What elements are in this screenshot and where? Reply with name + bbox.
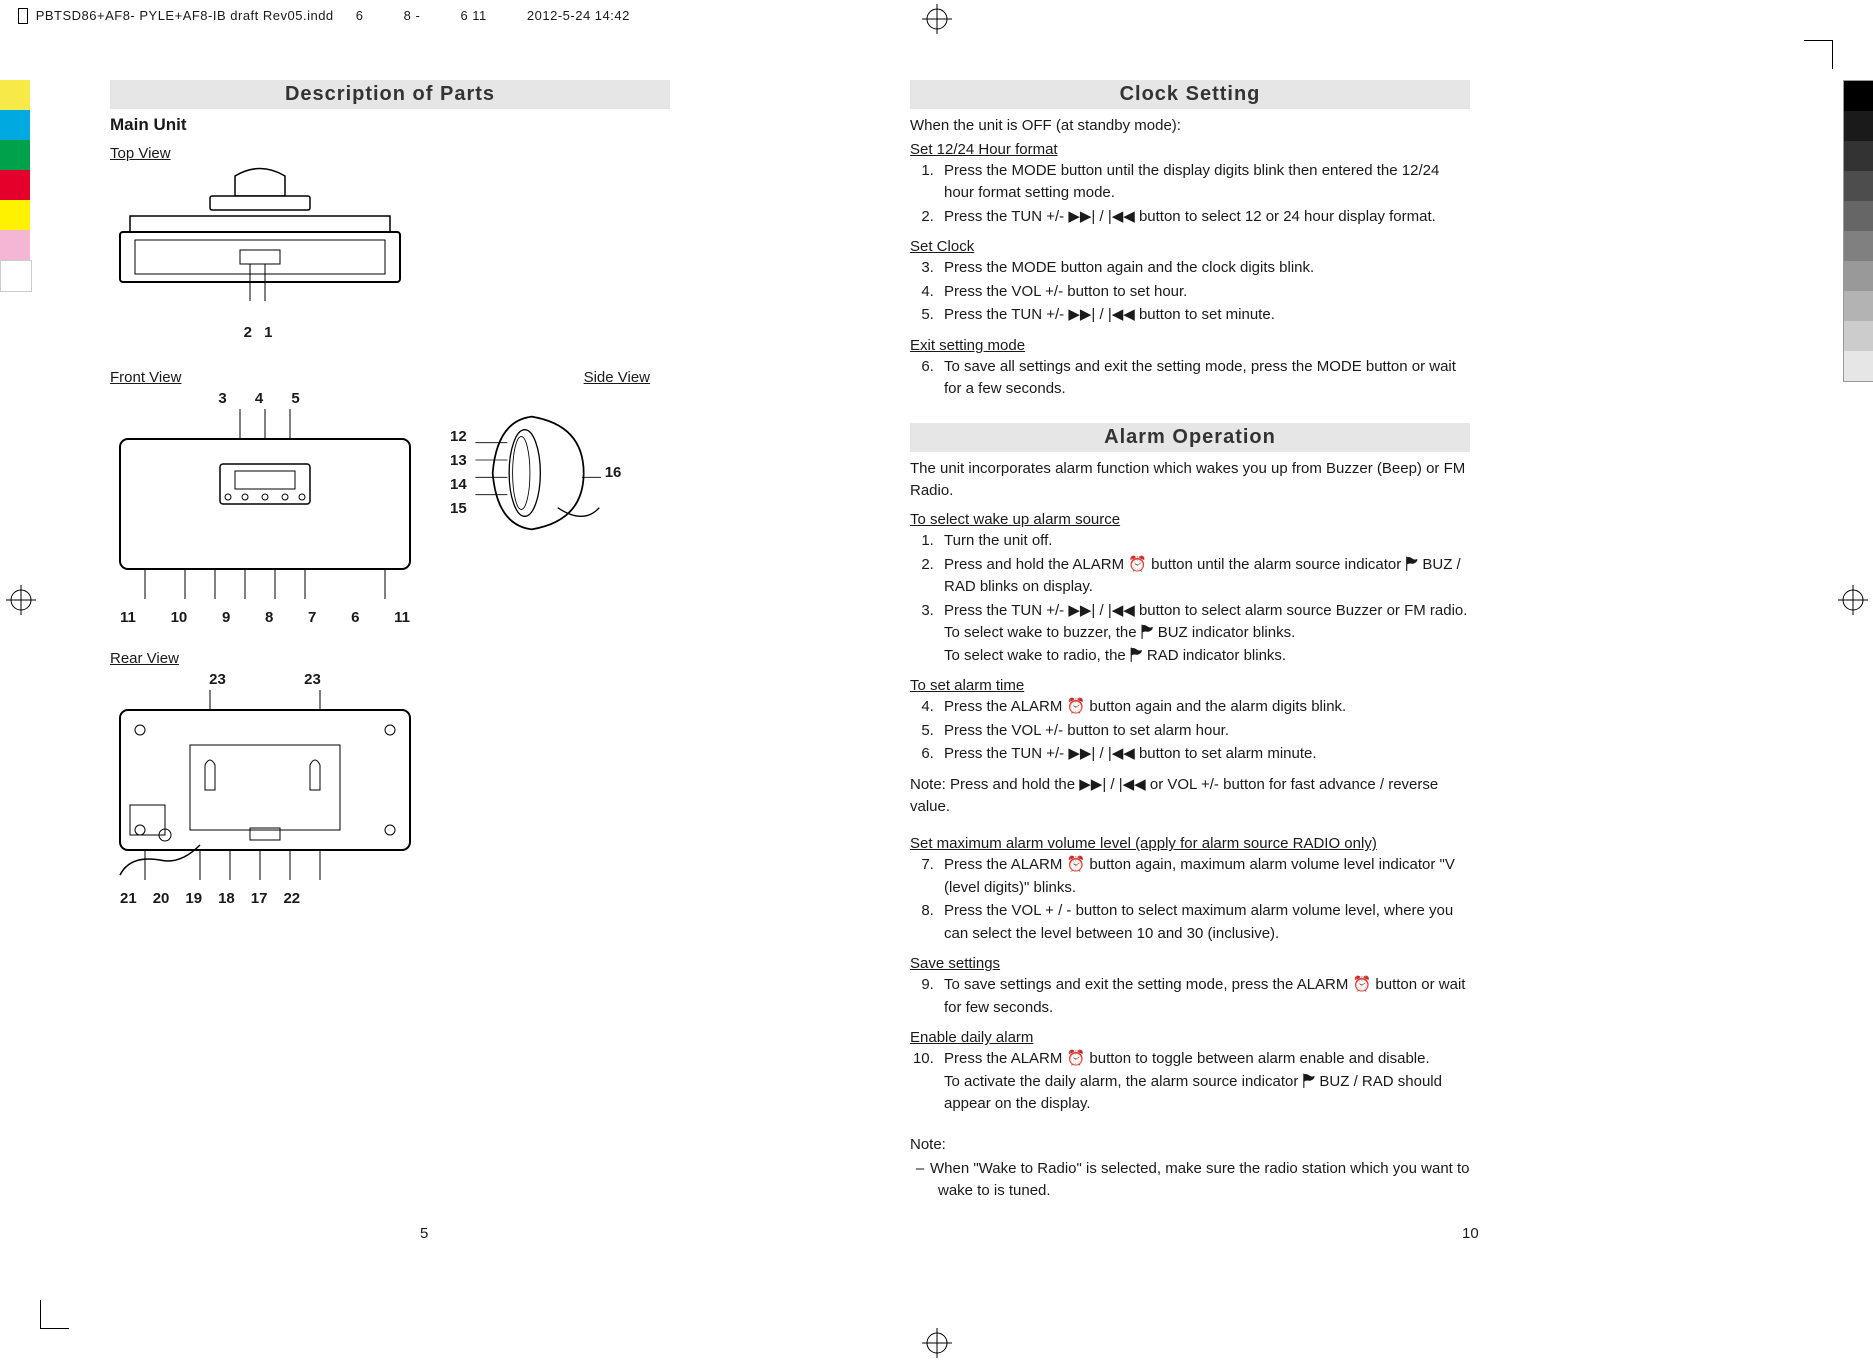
subhead: Set Clock [910, 238, 1470, 255]
section-header: Alarm Operation [910, 423, 1470, 452]
front-top-callouts: 3 4 5 [110, 390, 420, 407]
color-bar [0, 80, 30, 292]
step-item: Press the TUN +/- ▶▶| / |◀◀ button to se… [938, 600, 1470, 668]
top-view-diagram: 2 1 [110, 166, 410, 341]
slug-filename: PBTSD86+AF8- PYLE+AF8-IB draft Rev05.ind… [36, 8, 334, 23]
step-item: Press the VOL + / - button to select max… [938, 900, 1470, 945]
top-callouts: 2 1 [110, 324, 410, 341]
left-page: Description of Parts Main Unit Top View … [110, 80, 670, 907]
step-list: Press the ALARM ⏰ button again and the a… [910, 696, 1470, 766]
rear-view-label: Rear View [110, 650, 670, 667]
top-view-label: Top View [110, 145, 670, 162]
note-body: –When "Wake to Radio" is selected, make … [910, 1158, 1470, 1203]
step-list: To save settings and exit the setting mo… [910, 974, 1470, 1019]
step-item: Press the VOL +/- button to set alarm ho… [938, 720, 1470, 743]
subhead: To set alarm time [910, 677, 1470, 694]
step-item: Press the TUN +/- ▶▶| / |◀◀ button to se… [938, 743, 1470, 766]
step-item: Press the MODE button again and the cloc… [938, 257, 1470, 280]
slug-range: 8 - [404, 8, 421, 23]
reg-mark-left [6, 585, 36, 615]
gray-bar [1843, 80, 1873, 382]
right-page: Clock Setting When the unit is OFF (at s… [910, 80, 1470, 1203]
side-callouts-left: 12131415 [450, 425, 467, 521]
subhead: Set maximum alarm volume level (apply fo… [910, 835, 1470, 852]
clock-intro: When the unit is OFF (at standby mode): [910, 115, 1470, 137]
indesign-slug: PBTSD86+AF8- PYLE+AF8-IB draft Rev05.ind… [18, 8, 648, 23]
step-list: Press the MODE button until the display … [910, 160, 1470, 229]
section-header: Description of Parts [110, 80, 670, 109]
subhead: Enable daily alarm [910, 1029, 1470, 1046]
slug-sig: 6 11 [460, 8, 486, 23]
note-label: Note: [910, 1134, 1470, 1156]
section-header: Clock Setting [910, 80, 1470, 109]
reg-mark-bottom [922, 1328, 952, 1358]
step-item: Press the ALARM ⏰ button again and the a… [938, 696, 1470, 719]
crop-corner [1804, 40, 1833, 69]
rear-top-callouts: 2323 [110, 671, 420, 688]
page-number-left: 5 [420, 1225, 428, 1242]
step-item: To save all settings and exit the settin… [938, 356, 1470, 401]
step-item: Press the ALARM ⏰ button again, maximum … [938, 854, 1470, 899]
step-item: Turn the unit off. [938, 530, 1470, 553]
step-item: Press and hold the ALARM ⏰ button until … [938, 554, 1470, 599]
front-bottom-callouts: 1110987611 [110, 609, 420, 626]
step-item: Press the TUN +/- ▶▶| / |◀◀ button to se… [938, 304, 1470, 327]
step-item: Press the ALARM ⏰ button to toggle betwe… [938, 1048, 1470, 1116]
note-text: Note: Press and hold the ▶▶| / |◀◀ or VO… [910, 774, 1470, 818]
page-number-right: 10 [1462, 1225, 1479, 1242]
subhead: Exit setting mode [910, 337, 1470, 354]
step-list: Turn the unit off.Press and hold the ALA… [910, 530, 1470, 667]
alarm-intro: The unit incorporates alarm function whi… [910, 458, 1470, 502]
front-view-label: Front View [110, 369, 181, 386]
side-view-label: Side View [584, 369, 650, 386]
subhead: Save settings [910, 955, 1470, 972]
slug-spread: 6 [356, 8, 364, 23]
crop-corner [40, 1300, 69, 1329]
step-item: Press the TUN +/- ▶▶| / |◀◀ button to se… [938, 206, 1470, 229]
step-list: To save all settings and exit the settin… [910, 356, 1470, 401]
side-view-diagram: 12131415 16 [450, 408, 621, 538]
front-view-diagram: 3 4 5 11109876 [110, 390, 420, 626]
step-item: To save settings and exit the setting mo… [938, 974, 1470, 1019]
subhead: To select wake up alarm source [910, 511, 1470, 528]
side-callout-right: 16 [605, 461, 622, 485]
step-list: Press the ALARM ⏰ button again, maximum … [910, 854, 1470, 945]
rear-bottom-callouts: 212019181722 [110, 890, 420, 907]
step-list: Press the ALARM ⏰ button to toggle betwe… [910, 1048, 1470, 1116]
rear-view-diagram: 2323 212019181722 [110, 671, 420, 907]
main-unit-label: Main Unit [110, 115, 670, 135]
reg-mark-top [922, 4, 952, 34]
step-list: Press the MODE button again and the cloc… [910, 257, 1470, 327]
subhead: Set 12/24 Hour format [910, 141, 1470, 158]
slug-timestamp: 2012-5-24 14:42 [527, 8, 630, 23]
reg-mark-right [1838, 585, 1868, 615]
step-item: Press the VOL +/- button to set hour. [938, 281, 1470, 304]
step-item: Press the MODE button until the display … [938, 160, 1470, 205]
